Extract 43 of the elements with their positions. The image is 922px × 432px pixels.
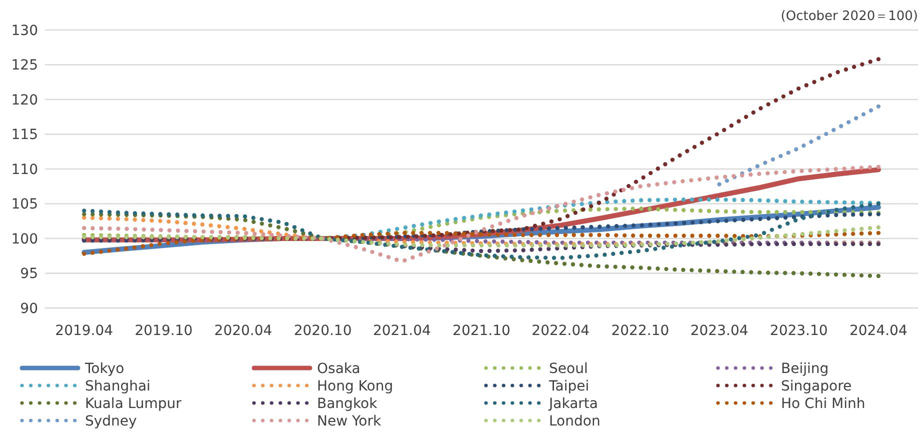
y-tick-label: 105 [11, 196, 38, 213]
y-tick-label: 95 [20, 266, 38, 282]
line-series [717, 104, 881, 186]
legend-label: Jakarta [548, 396, 598, 412]
legend-label: Kuala Lumpur [85, 396, 182, 412]
legend-label: New York [317, 413, 382, 430]
legend-label: Singapore [781, 378, 852, 394]
x-tick-label: 2020.04 [214, 323, 272, 339]
legend-label: Bangkok [317, 396, 378, 412]
legend-label: London [549, 413, 600, 430]
y-tick-label: 115 [11, 127, 38, 144]
text: (October 2020＝100) [780, 9, 918, 24]
y-tick-label: 90 [20, 300, 38, 317]
legend-label: Beijing [781, 360, 829, 377]
x-tick-label: 2021.10 [452, 323, 510, 339]
x-tick-label: 2023.10 [770, 323, 828, 339]
line-series [82, 57, 881, 241]
legend-label: Tokyo [84, 360, 124, 377]
legend-label: Taipei [548, 378, 590, 394]
x-tick-label: 2019.10 [134, 323, 193, 339]
y-tick-label: 130 [11, 22, 38, 39]
legend-label: Ho Chi Minh [781, 396, 866, 412]
x-tick-label: 2021.04 [372, 323, 431, 339]
line-series [82, 164, 881, 264]
y-tick-label: 120 [11, 92, 38, 108]
line-series [82, 225, 881, 248]
x-tick-label: 2020.10 [294, 323, 352, 339]
line-series [82, 230, 881, 256]
y-tick-label: 110 [11, 162, 38, 178]
legend-label: Osaka [317, 360, 360, 377]
line-series [82, 236, 881, 254]
legend-label: Sydney [85, 413, 137, 430]
legend-label: Seoul [549, 360, 588, 377]
x-tick-label: 2019.04 [55, 323, 114, 339]
legend-label: Shanghai [85, 378, 150, 394]
x-tick-label: 2022.10 [611, 323, 670, 339]
y-tick-label: 100 [11, 231, 38, 248]
y-tick-label: 125 [11, 58, 38, 74]
legend-label: Hong Kong [317, 378, 394, 394]
x-tick-label: 2023.04 [690, 323, 748, 339]
x-tick-label: 2022.04 [532, 323, 590, 339]
line-series [82, 212, 881, 278]
x-tick-label: 2024.04 [849, 323, 908, 339]
